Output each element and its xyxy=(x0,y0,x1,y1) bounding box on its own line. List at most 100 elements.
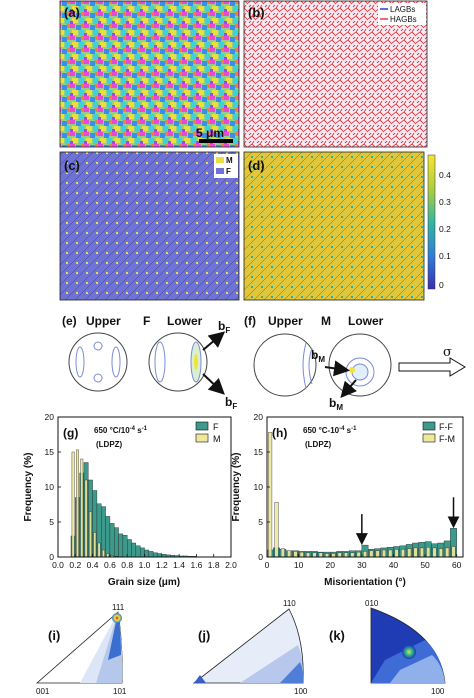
panel-a-label: (a) xyxy=(64,5,80,20)
contour xyxy=(351,363,369,381)
panel-b-label: (b) xyxy=(248,5,265,20)
x-tick-label: 1.6 xyxy=(190,560,202,570)
y-tick-label: 15 xyxy=(254,447,264,457)
chart-h-condition-zone: (LDPZ) xyxy=(305,440,332,449)
panel-a: (a) 5 μm xyxy=(59,0,240,148)
bar-m xyxy=(97,542,101,558)
panel-a-map xyxy=(59,0,240,148)
bar-f xyxy=(105,516,111,558)
pole-figure-upper-m xyxy=(253,333,317,397)
colorbar-tick: 0.2 xyxy=(439,224,451,234)
bar-f xyxy=(152,552,158,558)
chart-g-legend-m: M xyxy=(213,434,221,444)
x-tick-label: 0.0 xyxy=(52,560,64,570)
ipf-region xyxy=(390,655,445,683)
bar-f-m xyxy=(451,546,456,558)
panel-i-label: (i) xyxy=(48,628,60,643)
bar-f xyxy=(157,553,163,558)
f-label: F xyxy=(226,167,231,176)
chart-misorientation: 0 5 10 15 20 0 10 20 30 40 50 60 (h) 650 °C-10-4 s-… xyxy=(231,412,464,588)
panel-d: (d) 0.4 0.3 0.2 0.1 0 xyxy=(243,151,451,301)
panel-f-lower: Lower xyxy=(348,314,384,328)
bar-m xyxy=(71,451,75,558)
ipf-region xyxy=(280,662,304,683)
panel-c-map xyxy=(59,151,240,301)
lagbs-label: LAGBs xyxy=(390,5,415,14)
bar-f-m xyxy=(274,502,279,558)
bar-f-m xyxy=(350,552,355,558)
arrow-bf-lower xyxy=(202,373,225,395)
x-tick-label: 0.2 xyxy=(69,560,81,570)
y-tick-label: 0 xyxy=(258,552,263,562)
y-tick-label: 10 xyxy=(45,482,55,492)
bar-f-m xyxy=(325,553,330,558)
panel-d-map xyxy=(243,151,425,301)
ipf-region xyxy=(194,675,206,683)
panel-k-label: (k) xyxy=(329,628,345,643)
stress-arrow xyxy=(398,357,466,377)
x-tick-label: 40 xyxy=(389,560,399,570)
bf-label-upper: bF xyxy=(218,319,230,335)
panel-f: (f) Upper M Lower bM bM σ xyxy=(244,314,466,412)
y-tick-label: 20 xyxy=(254,412,264,422)
panel-c: (c) M F xyxy=(59,151,240,301)
y-tick-label: 0 xyxy=(49,552,54,562)
x-tick-label: 10 xyxy=(294,560,304,570)
panel-e-phase: F xyxy=(143,314,150,328)
bar-f-m xyxy=(344,552,349,558)
m-swatch xyxy=(216,157,224,163)
panel-b-legend xyxy=(378,3,426,25)
x-tick-label: 1.2 xyxy=(156,560,168,570)
panel-f-upper: Upper xyxy=(268,314,303,328)
contour xyxy=(93,341,103,351)
x-tick-label: 0.4 xyxy=(87,560,99,570)
contour-peak xyxy=(349,367,355,373)
bar-f-m xyxy=(318,552,323,558)
panel-k: (k) 010 100 xyxy=(329,599,446,696)
bar-f-m xyxy=(312,552,317,558)
m-label: M xyxy=(226,156,233,165)
bar-f-m xyxy=(280,548,285,558)
bar-f-m xyxy=(419,547,424,558)
bar-m xyxy=(80,458,84,558)
chart-g-legend-f: F xyxy=(213,422,219,432)
ipf-j-corner-110: 110 xyxy=(283,599,296,608)
bar-f-m xyxy=(337,552,342,558)
x-tick-label: 1.0 xyxy=(139,560,151,570)
bar-f xyxy=(126,539,132,558)
y-tick-label: 5 xyxy=(258,517,263,527)
x-tick-label: 60 xyxy=(452,560,462,570)
bar-f-m xyxy=(407,548,412,558)
bar-f-m xyxy=(413,547,418,558)
bar-m xyxy=(76,449,79,558)
colorbar-tick: 0.4 xyxy=(439,170,451,180)
chart-g-condition: 650 °C/10-4 s-1 xyxy=(94,426,148,435)
bar-m xyxy=(106,553,110,558)
panel-e-label: (e) xyxy=(62,314,77,328)
ipf-peak xyxy=(402,645,416,659)
chart-h-panel-label: (h) xyxy=(272,426,287,440)
chart-h-legend-ff: F-F xyxy=(439,422,453,432)
f-swatch xyxy=(216,168,224,174)
chart-h-legend-fm-swatch xyxy=(422,433,436,443)
x-tick-label: 2.0 xyxy=(225,560,237,570)
panel-f-phase: M xyxy=(321,314,331,328)
chart-g-panel-label: (g) xyxy=(63,426,78,440)
panel-b: (b) LAGBs HAGBs xyxy=(243,0,428,148)
chart-g-xlabel: Grain size (μm) xyxy=(108,577,180,588)
bar-f-m xyxy=(445,547,450,558)
bar-f-m xyxy=(426,547,431,558)
x-tick-label: 50 xyxy=(420,560,430,570)
contour xyxy=(93,373,103,383)
bar-f xyxy=(101,506,106,558)
bm-label-upper: bM xyxy=(311,348,325,364)
bar-m xyxy=(93,532,97,558)
chart-g-legend-f-swatch xyxy=(195,421,209,431)
arrow-bm-down xyxy=(340,379,357,399)
chart-h-legend-fm: F-M xyxy=(439,434,455,444)
panel-e: (e) Upper F Lower bF bF xyxy=(62,314,237,411)
bar-f-m xyxy=(299,551,304,558)
ipf-j-corner-100: 100 xyxy=(294,687,308,696)
stress-label: σ xyxy=(443,345,452,360)
